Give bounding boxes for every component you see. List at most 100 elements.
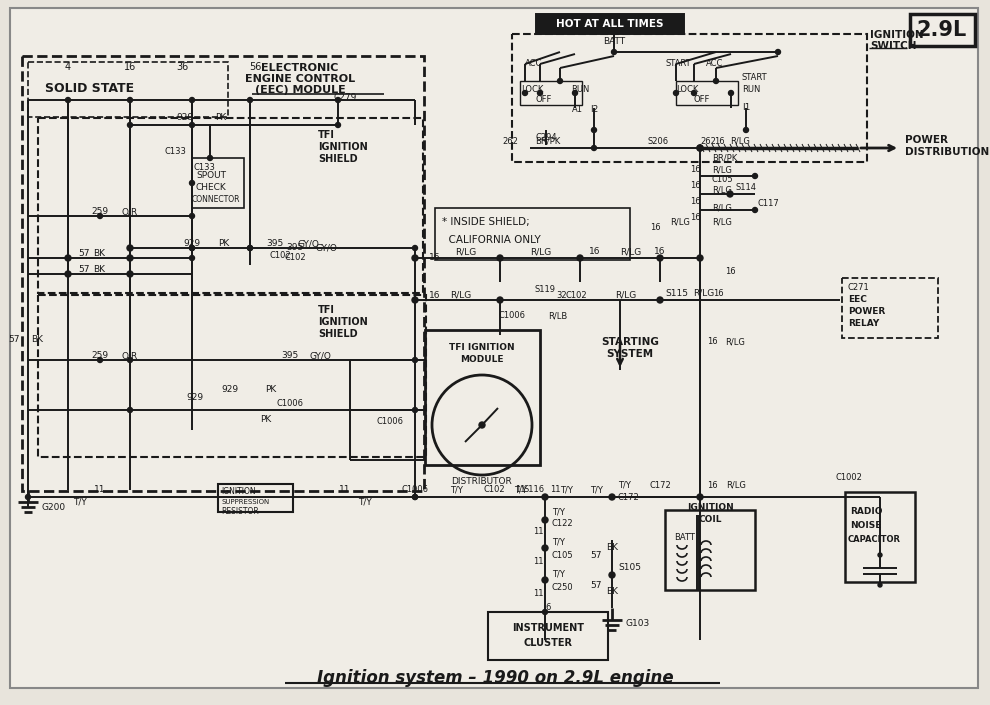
Circle shape (543, 610, 547, 615)
Text: 2.9L: 2.9L (917, 20, 967, 40)
Bar (218, 484, 293, 512)
Text: 16: 16 (430, 290, 441, 300)
Text: 57: 57 (8, 336, 20, 345)
Text: TFI: TFI (318, 130, 335, 140)
Text: T/Y: T/Y (590, 486, 603, 494)
Text: T/Y: T/Y (450, 486, 463, 494)
Text: R/LG: R/LG (693, 288, 714, 298)
Text: 57: 57 (78, 266, 89, 274)
Circle shape (657, 297, 663, 303)
Text: 56: 56 (248, 62, 261, 72)
Circle shape (128, 123, 133, 128)
Circle shape (497, 255, 503, 261)
Text: S206: S206 (648, 137, 669, 145)
Text: C271: C271 (848, 283, 870, 291)
Circle shape (248, 245, 252, 250)
Circle shape (189, 123, 194, 128)
Bar (425, 330, 540, 465)
Text: 57: 57 (590, 580, 602, 589)
Text: RADIO: RADIO (850, 508, 882, 517)
Circle shape (413, 407, 418, 412)
Text: POWER: POWER (848, 307, 885, 317)
Text: BK: BK (93, 266, 105, 274)
Text: 16: 16 (690, 180, 700, 190)
Text: CALIFORNIA ONLY: CALIFORNIA ONLY (442, 235, 541, 245)
Text: R/LG: R/LG (725, 338, 744, 346)
Text: C105: C105 (712, 176, 734, 185)
Text: COIL: COIL (698, 515, 722, 525)
Circle shape (412, 297, 418, 303)
Text: 395: 395 (266, 240, 283, 248)
Text: 16: 16 (649, 223, 660, 233)
Text: 57: 57 (590, 551, 602, 560)
Text: BR/PK: BR/PK (712, 154, 738, 162)
Text: 16: 16 (707, 338, 718, 346)
Text: S105: S105 (618, 563, 641, 572)
Bar (910, 14, 975, 46)
Text: 395: 395 (281, 352, 299, 360)
Text: START: START (742, 73, 767, 82)
Text: G103: G103 (626, 620, 650, 628)
Text: HOT AT ALL TIMES: HOT AT ALL TIMES (556, 19, 663, 29)
Text: 16: 16 (690, 214, 700, 223)
Bar (665, 510, 755, 590)
Text: (EEC) MODULE: (EEC) MODULE (254, 85, 346, 95)
Text: OFF: OFF (694, 94, 711, 104)
Text: 16: 16 (654, 247, 665, 257)
Text: BK: BK (606, 587, 618, 596)
Text: A1: A1 (572, 106, 583, 114)
Circle shape (542, 545, 548, 551)
Circle shape (208, 156, 213, 161)
Circle shape (697, 145, 703, 151)
Circle shape (127, 271, 133, 277)
Text: SWITCH: SWITCH (870, 41, 917, 51)
Circle shape (727, 191, 733, 197)
Text: R/LG: R/LG (712, 204, 732, 212)
Text: EEC: EEC (848, 295, 867, 305)
Circle shape (743, 128, 748, 133)
Text: T/Y: T/Y (552, 570, 565, 579)
Text: SHIELD: SHIELD (318, 329, 357, 339)
Circle shape (697, 145, 703, 151)
Circle shape (609, 494, 615, 500)
Text: RESISTOR: RESISTOR (221, 508, 258, 517)
Text: RELAY: RELAY (848, 319, 879, 329)
Circle shape (542, 517, 548, 523)
Text: T/Y: T/Y (552, 508, 565, 517)
Circle shape (127, 245, 133, 251)
Text: CLUSTER: CLUSTER (524, 638, 572, 648)
Text: R/LB: R/LB (548, 312, 567, 321)
Text: BR/PK: BR/PK (535, 137, 560, 145)
Circle shape (189, 214, 194, 219)
Text: T/Y: T/Y (514, 486, 527, 494)
Text: PK: PK (215, 114, 227, 123)
Text: I2: I2 (590, 106, 598, 114)
Text: 16: 16 (713, 288, 724, 298)
Text: T/Y: T/Y (552, 537, 565, 546)
Text: S115: S115 (665, 288, 688, 298)
Bar (512, 34, 867, 162)
Circle shape (413, 494, 418, 500)
Circle shape (714, 78, 719, 83)
Text: C133: C133 (164, 147, 186, 157)
Text: LOCK: LOCK (676, 85, 698, 94)
Text: SOLID STATE: SOLID STATE (46, 82, 135, 95)
Text: O/R: O/R (122, 207, 139, 216)
Text: 395: 395 (286, 243, 304, 252)
Text: C102: C102 (484, 486, 506, 494)
Text: C1002: C1002 (835, 474, 862, 482)
Circle shape (542, 577, 548, 583)
Text: C1006: C1006 (376, 417, 404, 427)
Circle shape (523, 90, 528, 95)
Bar (676, 81, 738, 105)
Text: 57: 57 (78, 248, 89, 257)
Text: BK: BK (93, 248, 105, 257)
Text: 16: 16 (124, 62, 137, 72)
Text: Ignition system – 1990 on 2.9L engine: Ignition system – 1990 on 2.9L engine (317, 669, 673, 687)
Text: 929: 929 (176, 114, 194, 123)
Circle shape (479, 422, 485, 428)
Text: C105: C105 (552, 551, 573, 560)
Text: IGNITION: IGNITION (221, 487, 255, 496)
Text: 929: 929 (186, 393, 204, 403)
Text: 11: 11 (549, 486, 560, 494)
